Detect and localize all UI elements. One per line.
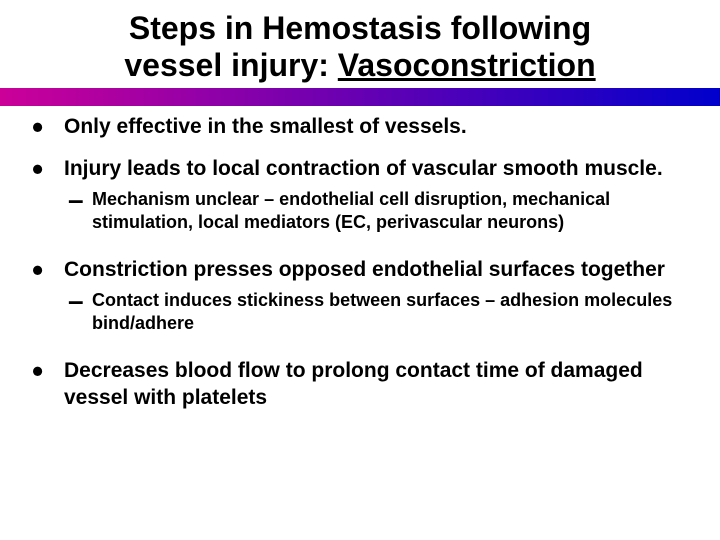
- title-line2-underlined: Vasoconstriction: [338, 47, 596, 83]
- bullet-text: Constriction presses opposed endothelial…: [64, 255, 665, 283]
- bullet-icon: •: [30, 255, 64, 281]
- title-line2-prefix: vessel injury:: [124, 47, 337, 83]
- bullet-item: • Decreases blood flow to prolong contac…: [30, 356, 690, 411]
- bullet-icon: •: [30, 112, 64, 138]
- bullet-item: • Only effective in the smallest of vess…: [30, 112, 690, 140]
- dash-icon: –: [68, 289, 92, 311]
- bullet-item: • Constriction presses opposed endotheli…: [30, 255, 690, 283]
- bullet-icon: •: [30, 154, 64, 180]
- sub-bullet-text: Mechanism unclear – endothelial cell dis…: [92, 188, 690, 233]
- slide-title: Steps in Hemostasis following vessel inj…: [0, 0, 720, 92]
- sub-bullet-item: – Mechanism unclear – endothelial cell d…: [30, 188, 690, 233]
- title-line1: Steps in Hemostasis following: [129, 10, 591, 46]
- bullet-text: Decreases blood flow to prolong contact …: [64, 356, 690, 411]
- bullet-item: • Injury leads to local contraction of v…: [30, 154, 690, 182]
- bullet-icon: •: [30, 356, 64, 382]
- title-gradient-bar: [0, 88, 720, 106]
- bullet-text: Injury leads to local contraction of vas…: [64, 154, 663, 182]
- dash-icon: –: [68, 188, 92, 210]
- sub-bullet-item: – Contact induces stickiness between sur…: [30, 289, 690, 334]
- sub-bullet-text: Contact induces stickiness between surfa…: [92, 289, 690, 334]
- bullet-text: Only effective in the smallest of vessel…: [64, 112, 467, 140]
- content-area: • Only effective in the smallest of vess…: [0, 106, 720, 411]
